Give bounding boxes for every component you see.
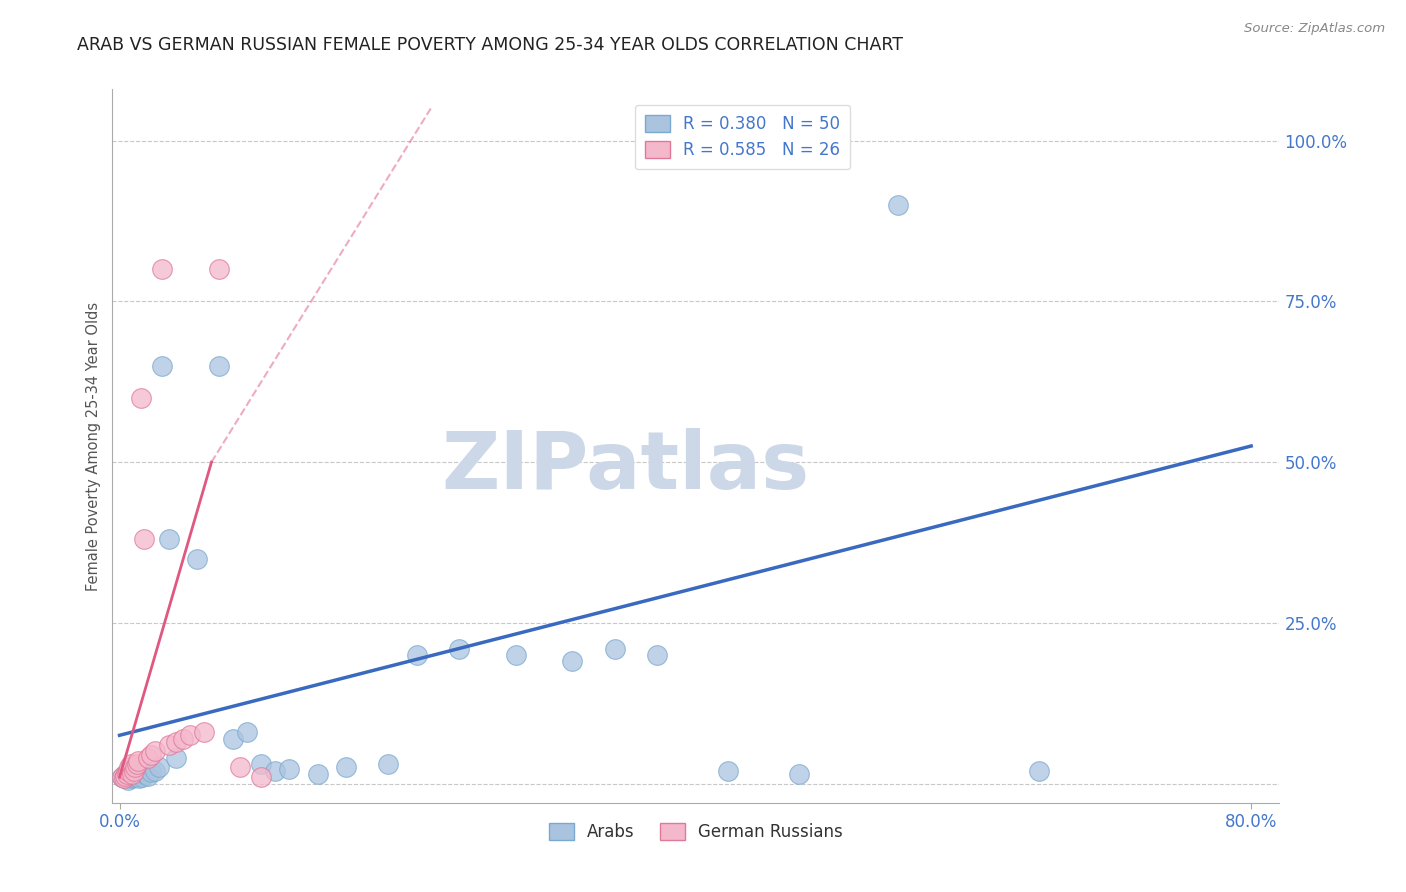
Point xyxy=(125,757,148,772)
Point xyxy=(250,770,273,784)
Point xyxy=(150,262,173,277)
Point xyxy=(118,770,141,784)
Text: ARAB VS GERMAN RUSSIAN FEMALE POVERTY AMONG 25-34 YEAR OLDS CORRELATION CHART: ARAB VS GERMAN RUSSIAN FEMALE POVERTY AM… xyxy=(77,36,903,54)
Point xyxy=(129,767,152,781)
Point xyxy=(193,725,215,739)
Point xyxy=(114,769,136,783)
Point xyxy=(124,767,146,781)
Point xyxy=(139,747,162,762)
Point xyxy=(121,772,143,786)
Point xyxy=(128,772,150,786)
Point xyxy=(150,359,173,373)
Point xyxy=(122,770,145,784)
Point xyxy=(165,735,187,749)
Point xyxy=(129,391,152,405)
Point xyxy=(561,654,583,668)
Point xyxy=(122,764,145,778)
Point xyxy=(264,764,287,778)
Point xyxy=(143,764,166,778)
Point xyxy=(115,767,138,781)
Point xyxy=(117,764,139,778)
Point xyxy=(172,731,194,746)
Point xyxy=(114,770,136,784)
Point xyxy=(207,262,229,277)
Point xyxy=(132,533,155,547)
Point xyxy=(118,767,141,781)
Point xyxy=(117,772,139,787)
Point xyxy=(112,769,135,783)
Point xyxy=(222,731,245,746)
Point xyxy=(157,738,180,752)
Point xyxy=(505,648,527,662)
Point xyxy=(143,744,166,758)
Point xyxy=(165,751,187,765)
Point xyxy=(229,760,252,774)
Point xyxy=(377,757,399,772)
Point xyxy=(111,770,134,784)
Point xyxy=(124,760,146,774)
Point xyxy=(307,767,329,781)
Point xyxy=(115,770,138,784)
Point xyxy=(603,641,626,656)
Point xyxy=(787,767,810,781)
Point xyxy=(111,770,134,784)
Point xyxy=(447,641,470,656)
Point xyxy=(179,728,201,742)
Point xyxy=(127,764,149,779)
Point xyxy=(127,754,149,768)
Legend: Arabs, German Russians: Arabs, German Russians xyxy=(543,816,849,848)
Point xyxy=(148,760,170,774)
Point xyxy=(717,764,740,778)
Point xyxy=(645,648,668,662)
Text: Source: ZipAtlas.com: Source: ZipAtlas.com xyxy=(1244,22,1385,36)
Y-axis label: Female Poverty Among 25-34 Year Olds: Female Poverty Among 25-34 Year Olds xyxy=(86,301,101,591)
Point xyxy=(114,767,136,781)
Point xyxy=(157,533,180,547)
Point xyxy=(115,772,138,786)
Point xyxy=(207,359,229,373)
Point xyxy=(1028,764,1050,778)
Point xyxy=(120,770,142,784)
Point xyxy=(121,767,143,781)
Point xyxy=(236,725,259,739)
Point xyxy=(120,757,142,772)
Point xyxy=(122,769,145,783)
Point xyxy=(250,757,273,772)
Point xyxy=(125,769,148,783)
Point xyxy=(112,772,135,786)
Point xyxy=(886,198,908,212)
Point xyxy=(120,769,142,783)
Point xyxy=(118,760,141,774)
Point xyxy=(278,763,301,777)
Point xyxy=(335,760,357,774)
Point xyxy=(112,772,135,786)
Point xyxy=(405,648,427,662)
Point xyxy=(134,767,156,781)
Text: ZIPatlas: ZIPatlas xyxy=(441,428,810,507)
Point xyxy=(136,751,159,765)
Point xyxy=(117,769,139,783)
Point xyxy=(136,769,159,783)
Point xyxy=(131,770,153,784)
Point xyxy=(139,764,162,779)
Point xyxy=(186,551,208,566)
